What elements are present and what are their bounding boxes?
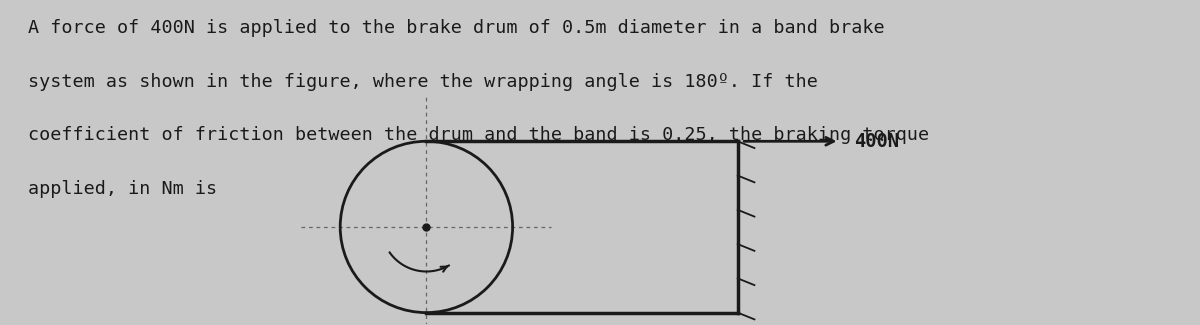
Text: 400N: 400N: [854, 132, 899, 151]
Text: applied, in Nm is: applied, in Nm is: [28, 180, 217, 198]
Text: coefficient of friction between the drum and the band is 0.25, the braking torqu: coefficient of friction between the drum…: [28, 126, 929, 144]
Text: system as shown in the figure, where the wrapping angle is 180º. If the: system as shown in the figure, where the…: [28, 73, 817, 91]
Text: A force of 400N is applied to the brake drum of 0.5m diameter in a band brake: A force of 400N is applied to the brake …: [28, 19, 884, 37]
